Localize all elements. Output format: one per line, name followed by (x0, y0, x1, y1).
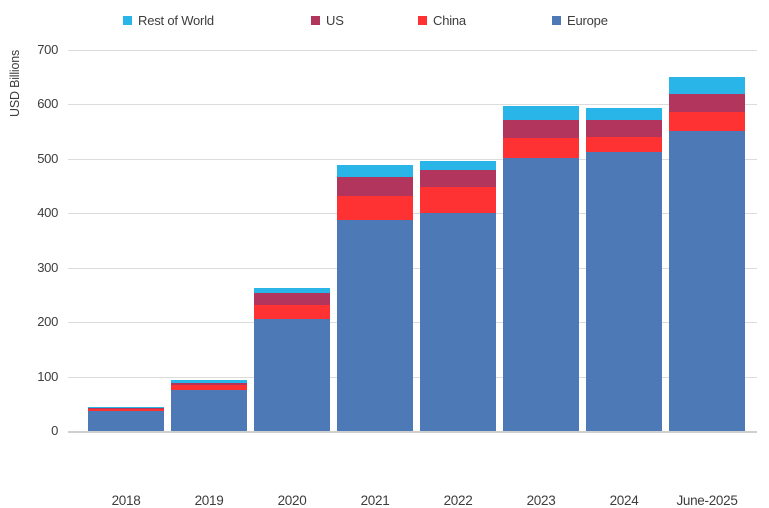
segment-europe-2020 (254, 319, 330, 431)
segment-rest-of-world-2023 (503, 106, 579, 120)
segment-us-2020 (254, 292, 330, 306)
segment-us-2023 (503, 119, 579, 138)
y-tick-label-100: 100 (37, 368, 58, 384)
x-tick-label-2018: 2018 (111, 493, 141, 508)
legend-item-us: US (311, 13, 344, 28)
segment-rest-of-world-2018 (88, 406, 164, 408)
x-tick-label-2021: 2021 (360, 493, 390, 508)
legend-swatch-icon (418, 16, 427, 25)
x-tick-label-2023: 2023 (526, 493, 556, 508)
segment-rest-of-world-June-2025 (669, 77, 745, 95)
legend-swatch-icon (123, 16, 132, 25)
gridline-600 (68, 104, 757, 106)
segment-europe-June-2025 (669, 131, 745, 431)
y-tick-label-200: 200 (37, 314, 58, 330)
segment-europe-2021 (337, 220, 413, 431)
segment-china-2020 (254, 305, 330, 320)
segment-rest-of-world-2024 (586, 108, 662, 120)
segment-china-2023 (503, 137, 579, 159)
segment-us-2019 (171, 383, 247, 386)
legend-item-china: China (418, 13, 466, 28)
legend-label: US (326, 13, 344, 28)
segment-china-June-2025 (669, 111, 745, 132)
segment-us-2018 (88, 407, 164, 409)
segment-us-2021 (337, 176, 413, 196)
plot-area: 0 100 200 300 400 500 600 700 2018 2019 2020 2021 20… (37, 42, 757, 508)
x-tick-label-2024: 2024 (609, 493, 639, 508)
segment-rest-of-world-2019 (171, 380, 247, 384)
bar-2021 (337, 165, 413, 431)
segment-us-June-2025 (669, 94, 745, 112)
legend-swatch-icon (311, 16, 320, 25)
bar-June-2025 (669, 77, 745, 431)
bar-2020 (254, 287, 330, 431)
legend-label: China (433, 13, 466, 28)
y-tick-label-600: 600 (37, 96, 58, 112)
segment-china-2018 (88, 408, 164, 411)
gridline-500 (68, 158, 757, 160)
segment-china-2019 (171, 385, 247, 391)
segment-china-2021 (337, 195, 413, 221)
segment-china-2022 (420, 187, 496, 214)
legend-label: Europe (567, 13, 608, 28)
chart-legend: Rest of World US China Europe (0, 13, 769, 29)
segment-us-2024 (586, 119, 662, 137)
legend-swatch-icon (552, 16, 561, 25)
x-tick-label-2020: 2020 (277, 493, 307, 508)
legend-item-rest-of-world: Rest of World (123, 13, 214, 28)
segment-europe-2023 (503, 158, 579, 431)
gridline-700 (68, 50, 757, 51)
segment-rest-of-world-2020 (254, 287, 330, 293)
segment-rest-of-world-2022 (420, 160, 496, 170)
segment-europe-2022 (420, 213, 496, 431)
legend-item-europe: Europe (552, 13, 608, 28)
segment-europe-2019 (171, 390, 247, 431)
bar-2018 (88, 406, 164, 431)
segment-europe-2018 (88, 410, 164, 431)
segment-europe-2024 (586, 152, 662, 431)
bar-2023 (503, 106, 579, 431)
y-tick-label-500: 500 (37, 150, 58, 166)
x-axis-baseline (68, 431, 757, 433)
segment-china-2024 (586, 136, 662, 153)
y-tick-label-300: 300 (37, 259, 58, 275)
segment-us-2022 (420, 169, 496, 188)
bar-2022 (420, 160, 496, 431)
y-tick-label-400: 400 (37, 205, 58, 221)
bar-2024 (586, 108, 662, 431)
y-tick-label-0: 0 (51, 423, 58, 438)
segment-rest-of-world-2021 (337, 165, 413, 177)
y-tick-label-700: 700 (37, 42, 58, 57)
x-tick-label-2019: 2019 (194, 493, 224, 508)
x-tick-label-2022: 2022 (443, 493, 473, 508)
stacked-bar-chart: Rest of World US China Europe USD Billions … (0, 13, 769, 508)
legend-label: Rest of World (138, 13, 214, 28)
bar-2019 (171, 380, 247, 431)
x-tick-label-June-2025: June-2025 (676, 493, 738, 508)
